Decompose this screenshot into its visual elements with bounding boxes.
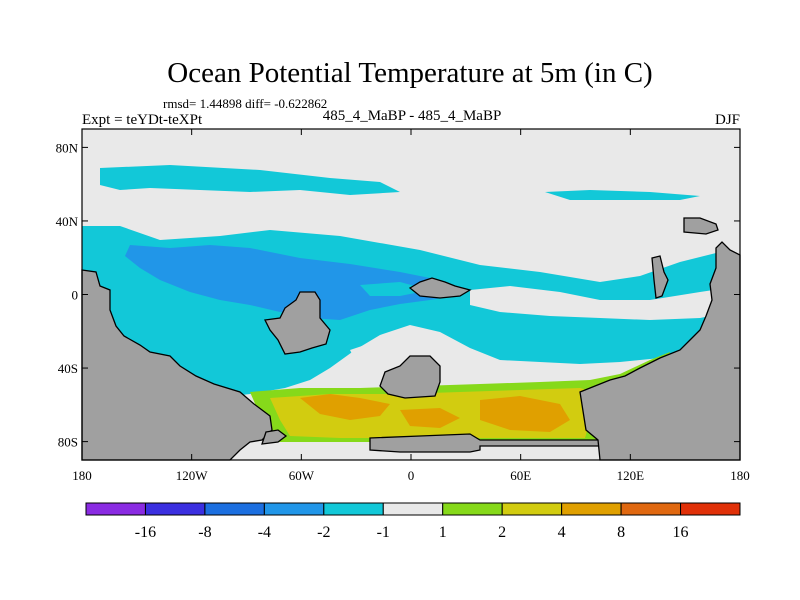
north-cooling-patch [100, 165, 400, 195]
colorbar-label: -8 [198, 524, 211, 541]
colorbar-swatch [501, 502, 563, 516]
colorbar-swatches [85, 502, 741, 516]
equatorial-island [408, 277, 472, 299]
map-panel [81, 128, 741, 461]
x-axis: 180 120W 60W 0 60E 120E 180 [72, 468, 750, 483]
colorbar-label: 16 [673, 524, 689, 541]
colorbar-label: -2 [317, 524, 330, 541]
x-tick-label: 180 [72, 468, 92, 483]
x-tick-label: 120W [176, 468, 209, 483]
equatorial-neutral-gap [470, 286, 740, 320]
colorbar-label: 8 [617, 524, 625, 541]
y-tick-label: 0 [72, 288, 79, 303]
y-axis: 80N 40N 0 40S 80S [56, 140, 79, 449]
y-tick-label: 80N [56, 140, 79, 155]
x-tick-label: 60E [510, 468, 531, 483]
southern-ocean-warm-core [300, 394, 390, 420]
colorbar-swatch [442, 502, 503, 516]
y-tick-label: 40S [58, 361, 78, 376]
colorbar-swatch [620, 502, 682, 516]
southern-ocean-warm-core-2 [480, 396, 570, 432]
x-tick-label: 0 [408, 468, 415, 483]
south-neutral-gap [350, 330, 500, 380]
colorbar-swatch [382, 502, 444, 516]
colorbar-swatch [680, 502, 741, 516]
season-label: DJF [715, 112, 740, 128]
south-west-ridge [261, 429, 288, 445]
east-strip [651, 255, 669, 299]
colorbar-label: -4 [258, 524, 271, 541]
chart-title: Ocean Potential Temperature at 5m (in C) [167, 57, 652, 89]
colorbar-swatch [144, 502, 206, 516]
colorbar-swatch [263, 502, 325, 516]
southern-island [379, 355, 441, 399]
colorbar-label: 1 [439, 524, 447, 541]
x-tick-label: 60W [289, 468, 315, 483]
experiment-label: Expt = teYDt-teXPt [82, 112, 203, 128]
x-tick-label: 180 [730, 468, 750, 483]
colorbar-label: -16 [135, 524, 156, 541]
colorbar-swatch [323, 502, 384, 516]
y-axis-ticks [82, 146, 740, 443]
y-tick-label: 80S [58, 435, 78, 450]
north-east-block [683, 217, 719, 235]
x-axis-ticks [81, 129, 741, 460]
colorbar-label: 2 [498, 524, 506, 541]
north-cooling-patch-2 [545, 190, 700, 200]
y-tick-label: 40N [56, 214, 79, 229]
colorbar: -16 -8 -4 -2 -1 1 2 4 8 16 [85, 502, 741, 541]
land-masses [81, 217, 741, 461]
pacific-cooling-core [125, 245, 460, 320]
colorbar-swatch [85, 502, 146, 516]
stats-line: rmsd= 1.44898 diff= -0.622862 [163, 96, 327, 111]
colorbar-swatch [561, 502, 622, 516]
central-island [264, 291, 331, 355]
colorbar-label: 4 [558, 524, 566, 541]
case-label: 485_4_MaBP - 485_4_MaBP [323, 108, 502, 124]
x-tick-label: 120E [617, 468, 645, 483]
western-continent [81, 269, 273, 461]
equatorial-neutral-gap-small [360, 282, 430, 296]
southern-ocean-warm-core-3 [400, 408, 460, 428]
colorbar-label: -1 [377, 524, 390, 541]
southern-continent [369, 433, 601, 453]
colorbar-swatch [204, 502, 265, 516]
